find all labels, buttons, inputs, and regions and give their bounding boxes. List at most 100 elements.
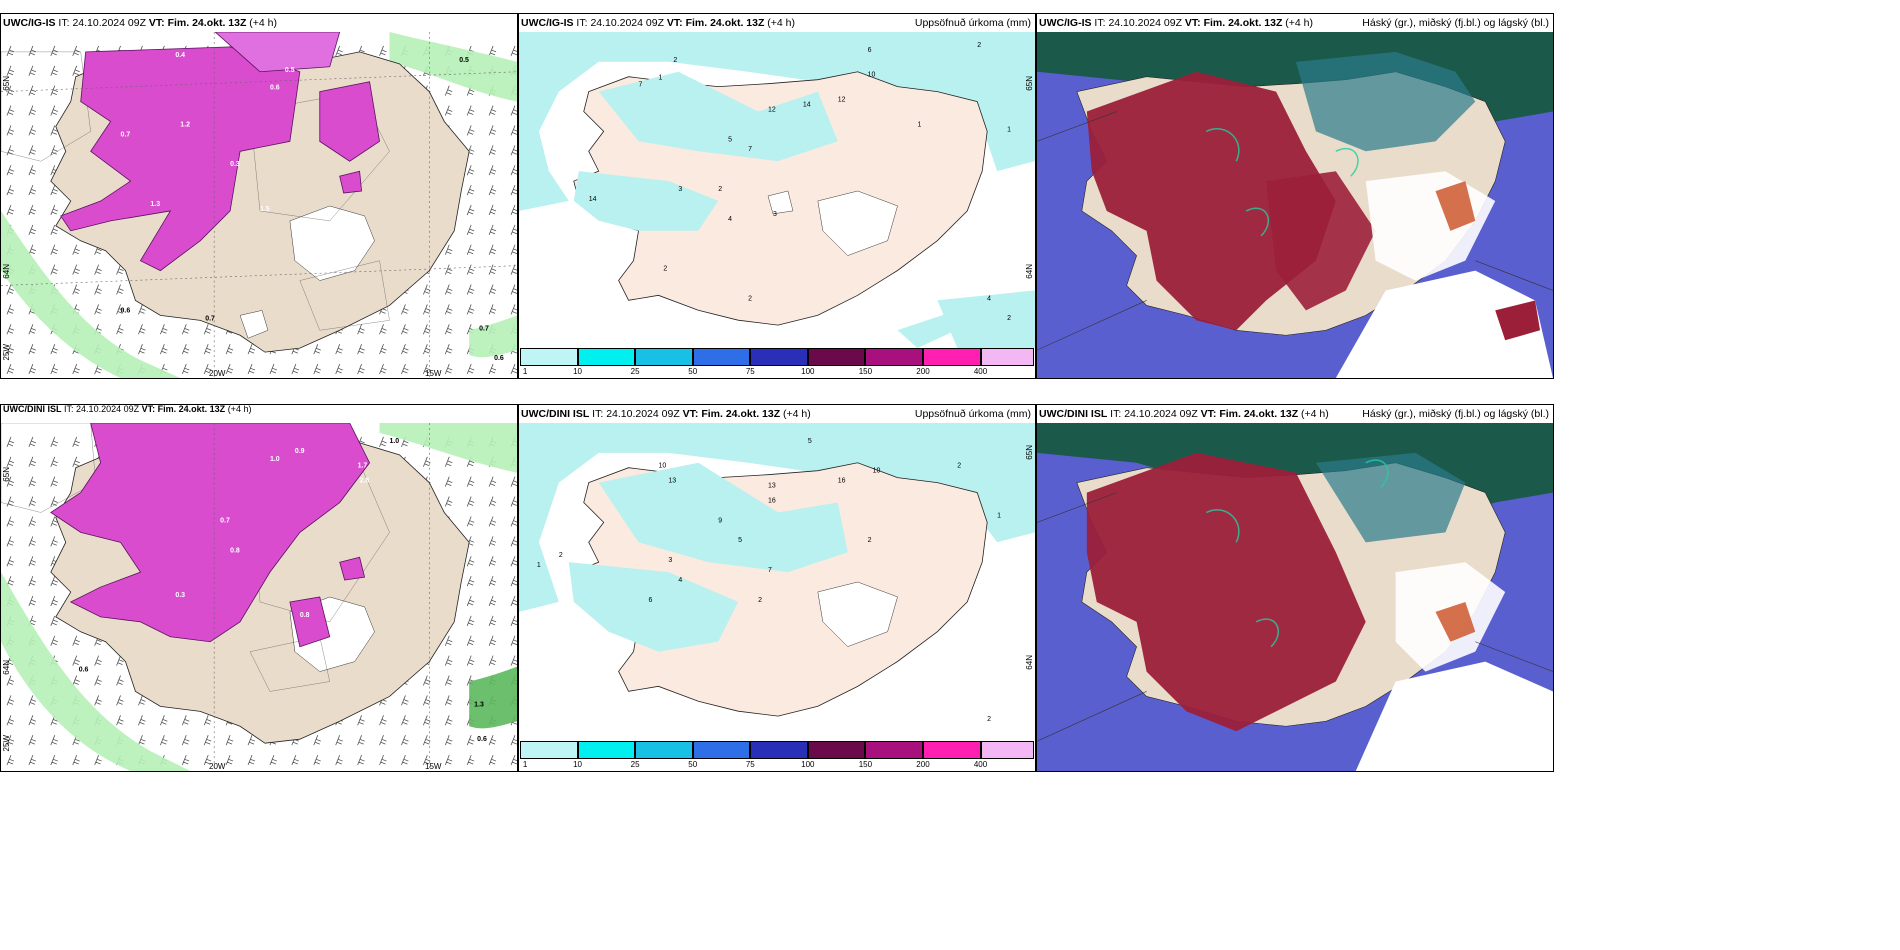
svg-text:2: 2 [868,537,872,544]
valid-time: Fim. 24.okt. 13Z [157,404,226,414]
model-name: UWC/DINI ISL [3,404,62,414]
svg-text:0.9: 0.9 [295,448,305,455]
wind-barb [510,165,517,176]
panel-bottom-right: UWC/DINI ISL IT: 24.10.2024 09Z VT: Fim.… [1036,404,1554,772]
svg-text:2: 2 [748,295,752,302]
lon-label-20w: 20W [209,369,226,378]
precip-map[interactable]: 1 2 7 12 14 12 10 6 5 7 14 3 2 3 4 2 1 2… [519,32,1035,348]
wind-barb [379,344,387,355]
wind-barb [28,204,37,216]
wind-barb [160,715,168,726]
wind-barb [138,324,146,335]
wind-barb [50,244,58,255]
svg-text:1.0: 1.0 [389,438,399,445]
cloud-map[interactable] [1037,423,1553,771]
svg-text:1: 1 [537,562,541,569]
svg-text:12: 12 [838,97,846,104]
wind-barb [50,85,58,96]
wind-barb [488,304,497,315]
valid-time: Fim. 24.okt. 13Z [685,17,765,29]
wind-barb [28,165,37,176]
wind-barb [510,536,517,547]
colorbar-tick: 50 [688,760,698,769]
wind-barb [160,324,168,335]
init-time: 24.10.2024 09Z [76,404,140,414]
wind-barb [72,363,80,375]
wind-barb [203,344,212,355]
lead-time: (+4 h) [767,17,796,29]
wind-barb [466,125,475,136]
wind-barb [28,45,37,57]
wind-barb [488,735,497,746]
wind-barb [466,204,475,216]
model-name: UWC/DINI ISL [1039,408,1108,420]
wind-barb [510,304,517,315]
model-name: UWC/DINI ISL [521,408,590,420]
svg-text:2: 2 [1007,315,1011,322]
wind-barb [510,244,517,255]
wind-barb [444,735,453,746]
panel-header: UWC/DINI ISL IT: 24.10.2024 09Z VT: Fim.… [1,405,517,423]
wind-barb [444,695,453,706]
wind-barb [510,45,517,57]
wind-barb [181,363,190,375]
wind-barb [488,516,497,527]
panel-bottom-middle: UWC/DINI ISL IT: 24.10.2024 09Z VT: Fim.… [518,404,1036,772]
wind-barb [72,244,80,255]
wind-barb [444,284,453,295]
wind-barb [28,145,37,156]
model-name: UWC/IG-IS [521,17,574,29]
wind-barb [6,125,15,136]
wind-barb [72,754,80,766]
wind-barb [510,184,517,196]
svg-text:3: 3 [668,557,672,564]
wind-barb [72,65,80,76]
wind-barb [488,363,497,375]
wind-hail-map[interactable]: 0.4 0.5 0.6 0.7 1.2 0.3 1.3 1.5 0.5 0.6 … [1,32,517,378]
wind-barb [28,715,37,726]
svg-text:0.8: 0.8 [230,547,240,554]
wind-barb [72,635,80,646]
wind-barb [94,264,102,275]
wind-barb [466,595,475,607]
wind-barb [379,754,387,766]
wind-barb [50,363,58,375]
wind-barb [269,363,278,375]
wind-barb [50,344,58,355]
wind-barb [357,324,365,335]
wind-barb [422,304,431,315]
wind-barb [28,363,37,375]
wind-barb [379,45,387,57]
init-time: 24.10.2024 09Z [72,17,146,29]
panel-bottom-left: UWC/DINI ISL IT: 24.10.2024 09Z VT: Fim.… [0,404,518,772]
svg-text:1.7: 1.7 [358,463,368,470]
wind-barb [401,715,409,726]
wind-barb [94,304,102,315]
wind-barb [203,754,212,766]
wind-barb [6,324,15,335]
init-time: 24.10.2024 09Z [606,408,680,420]
svg-text:0.6: 0.6 [494,355,504,362]
svg-text:0.5: 0.5 [459,57,469,64]
wind-barb [50,436,58,448]
model-name: UWC/IG-IS [3,17,56,29]
wind-barb [6,363,15,375]
svg-text:0.5: 0.5 [285,67,295,74]
wind-hail-map[interactable]: 1.0 0.9 2.8 1.7 0.7 0.8 0.3 0.8 1.0 0.6 … [1,423,517,771]
wind-barb [94,655,102,666]
wind-barb [488,105,497,116]
wind-barb [50,735,58,746]
wind-barb [28,556,37,567]
wind-barb [422,363,431,375]
svg-text:7: 7 [768,567,772,574]
wind-barb [291,363,299,375]
wind-barb [510,224,517,235]
cloud-map[interactable] [1037,32,1553,378]
wind-barb [444,264,453,275]
wind-barb [6,754,15,766]
wind-barb [466,516,475,527]
precip-map[interactable]: 10 13 13 16 16 10 5 9 5 3 4 6 7 2 2 2 1 … [519,423,1035,741]
colorbar-swatch [750,741,808,759]
wind-barb [6,536,15,547]
wind-barb [72,456,80,467]
